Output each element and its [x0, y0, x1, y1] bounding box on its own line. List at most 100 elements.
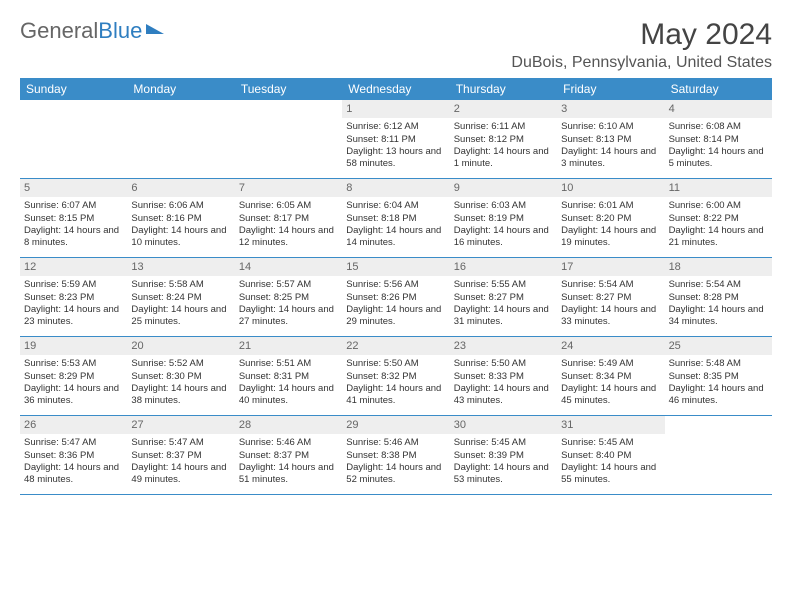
day-number: 17: [557, 258, 664, 276]
daylight-text: Daylight: 14 hours and 12 minutes.: [239, 225, 338, 250]
sunrise-text: Sunrise: 5:55 AM: [454, 279, 553, 291]
sunset-text: Sunset: 8:37 PM: [239, 450, 338, 462]
week-row: 12Sunrise: 5:59 AMSunset: 8:23 PMDayligh…: [20, 258, 772, 337]
day-number: 28: [235, 416, 342, 434]
day-cell: 25Sunrise: 5:48 AMSunset: 8:35 PMDayligh…: [665, 337, 772, 415]
sunset-text: Sunset: 8:29 PM: [24, 371, 123, 383]
day-cell: 15Sunrise: 5:56 AMSunset: 8:26 PMDayligh…: [342, 258, 449, 336]
day-cell: 10Sunrise: 6:01 AMSunset: 8:20 PMDayligh…: [557, 179, 664, 257]
sunrise-text: Sunrise: 5:58 AM: [131, 279, 230, 291]
logo: GeneralBlue: [20, 18, 164, 44]
daylight-text: Daylight: 14 hours and 29 minutes.: [346, 304, 445, 329]
sunrise-text: Sunrise: 6:10 AM: [561, 121, 660, 133]
daylight-text: Daylight: 14 hours and 21 minutes.: [669, 225, 768, 250]
day-cell: 6Sunrise: 6:06 AMSunset: 8:16 PMDaylight…: [127, 179, 234, 257]
week-row: 26Sunrise: 5:47 AMSunset: 8:36 PMDayligh…: [20, 416, 772, 495]
day-number: 10: [557, 179, 664, 197]
sunset-text: Sunset: 8:14 PM: [669, 134, 768, 146]
week-row: 19Sunrise: 5:53 AMSunset: 8:29 PMDayligh…: [20, 337, 772, 416]
sunset-text: Sunset: 8:20 PM: [561, 213, 660, 225]
daylight-text: Daylight: 14 hours and 36 minutes.: [24, 383, 123, 408]
day-number: 27: [127, 416, 234, 434]
day-number: 8: [342, 179, 449, 197]
calendar: SundayMondayTuesdayWednesdayThursdayFrid…: [20, 78, 772, 495]
day-number: 18: [665, 258, 772, 276]
sunrise-text: Sunrise: 5:48 AM: [669, 358, 768, 370]
sunrise-text: Sunrise: 5:49 AM: [561, 358, 660, 370]
daylight-text: Daylight: 14 hours and 55 minutes.: [561, 462, 660, 487]
sunrise-text: Sunrise: 6:03 AM: [454, 200, 553, 212]
sunset-text: Sunset: 8:35 PM: [669, 371, 768, 383]
day-cell: 12Sunrise: 5:59 AMSunset: 8:23 PMDayligh…: [20, 258, 127, 336]
daylight-text: Daylight: 14 hours and 52 minutes.: [346, 462, 445, 487]
day-number: 22: [342, 337, 449, 355]
daylight-text: Daylight: 14 hours and 33 minutes.: [561, 304, 660, 329]
sunset-text: Sunset: 8:31 PM: [239, 371, 338, 383]
sunset-text: Sunset: 8:24 PM: [131, 292, 230, 304]
daylight-text: Daylight: 14 hours and 10 minutes.: [131, 225, 230, 250]
day-cell: 18Sunrise: 5:54 AMSunset: 8:28 PMDayligh…: [665, 258, 772, 336]
day-cell: 28Sunrise: 5:46 AMSunset: 8:37 PMDayligh…: [235, 416, 342, 494]
sunset-text: Sunset: 8:25 PM: [239, 292, 338, 304]
day-number: 29: [342, 416, 449, 434]
day-cell: 20Sunrise: 5:52 AMSunset: 8:30 PMDayligh…: [127, 337, 234, 415]
day-cell: 31Sunrise: 5:45 AMSunset: 8:40 PMDayligh…: [557, 416, 664, 494]
sunset-text: Sunset: 8:36 PM: [24, 450, 123, 462]
logo-triangle-icon: [146, 24, 164, 34]
day-number: 19: [20, 337, 127, 355]
day-number: 20: [127, 337, 234, 355]
day-cell: 22Sunrise: 5:50 AMSunset: 8:32 PMDayligh…: [342, 337, 449, 415]
day-number: 13: [127, 258, 234, 276]
sunrise-text: Sunrise: 5:47 AM: [24, 437, 123, 449]
daylight-text: Daylight: 14 hours and 51 minutes.: [239, 462, 338, 487]
day-cell: 4Sunrise: 6:08 AMSunset: 8:14 PMDaylight…: [665, 100, 772, 178]
day-cell: 29Sunrise: 5:46 AMSunset: 8:38 PMDayligh…: [342, 416, 449, 494]
sunrise-text: Sunrise: 6:06 AM: [131, 200, 230, 212]
daylight-text: Daylight: 14 hours and 16 minutes.: [454, 225, 553, 250]
day-number: 2: [450, 100, 557, 118]
day-cell: 2Sunrise: 6:11 AMSunset: 8:12 PMDaylight…: [450, 100, 557, 178]
sunset-text: Sunset: 8:18 PM: [346, 213, 445, 225]
day-number: 11: [665, 179, 772, 197]
sunset-text: Sunset: 8:27 PM: [561, 292, 660, 304]
day-cell: 9 Sunrise: 6:03 AMSunset: 8:19 PMDaylight…: [450, 179, 557, 257]
location: DuBois, Pennsylvania, United States: [511, 54, 772, 72]
sunrise-text: Sunrise: 5:46 AM: [346, 437, 445, 449]
month-title: May 2024: [511, 18, 772, 52]
sunset-text: Sunset: 8:12 PM: [454, 134, 553, 146]
day-header: Thursday: [450, 78, 557, 100]
day-cell: [127, 100, 234, 178]
sunset-text: Sunset: 8:23 PM: [24, 292, 123, 304]
sunrise-text: Sunrise: 5:54 AM: [561, 279, 660, 291]
day-cell: 13 Sunrise: 5:58 AMSunset: 8:24 PMDayligh…: [127, 258, 234, 336]
sunrise-text: Sunrise: 5:50 AM: [454, 358, 553, 370]
daylight-text: Daylight: 13 hours and 58 minutes.: [346, 146, 445, 171]
day-number: 4: [665, 100, 772, 118]
day-cell: [235, 100, 342, 178]
sunrise-text: Sunrise: 5:53 AM: [24, 358, 123, 370]
day-cell: 30Sunrise: 5:45 AMSunset: 8:39 PMDayligh…: [450, 416, 557, 494]
sunrise-text: Sunrise: 5:57 AM: [239, 279, 338, 291]
daylight-text: Daylight: 14 hours and 38 minutes.: [131, 383, 230, 408]
day-number: 26: [20, 416, 127, 434]
day-number: 30: [450, 416, 557, 434]
daylight-text: Daylight: 14 hours and 25 minutes.: [131, 304, 230, 329]
sunrise-text: Sunrise: 5:54 AM: [669, 279, 768, 291]
sunset-text: Sunset: 8:37 PM: [131, 450, 230, 462]
daylight-text: Daylight: 14 hours and 43 minutes.: [454, 383, 553, 408]
daylight-text: Daylight: 14 hours and 48 minutes.: [24, 462, 123, 487]
day-header: Sunday: [20, 78, 127, 100]
daylight-text: Daylight: 14 hours and 53 minutes.: [454, 462, 553, 487]
day-cell: 3Sunrise: 6:10 AMSunset: 8:13 PMDaylight…: [557, 100, 664, 178]
daylight-text: Daylight: 14 hours and 27 minutes.: [239, 304, 338, 329]
daylight-text: Daylight: 14 hours and 5 minutes.: [669, 146, 768, 171]
week-row: 1Sunrise: 6:12 AMSunset: 8:11 PMDaylight…: [20, 100, 772, 179]
day-header: Friday: [557, 78, 664, 100]
day-number: 1: [342, 100, 449, 118]
sunset-text: Sunset: 8:19 PM: [454, 213, 553, 225]
sunrise-text: Sunrise: 5:51 AM: [239, 358, 338, 370]
sunset-text: Sunset: 8:22 PM: [669, 213, 768, 225]
day-number: 24: [557, 337, 664, 355]
day-number: 16: [450, 258, 557, 276]
day-number: 9: [450, 179, 557, 197]
